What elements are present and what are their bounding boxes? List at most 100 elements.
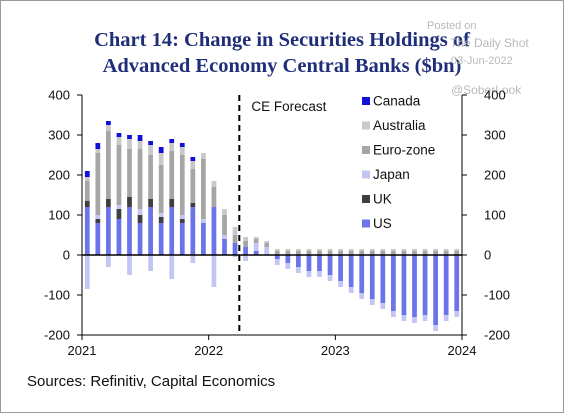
bar-euro-zone-2022-08 [285,251,291,255]
y-tick-label-right: 200 [484,168,506,183]
bar-euro-zone-2021-10 [179,155,185,215]
bar-australia-2023-09 [422,249,428,251]
bar-euro-zone-2022-09 [296,251,301,255]
bar-australia-2023-03 [359,249,365,251]
bar-uk-2021-02 [95,219,101,223]
bar-japan-2021-08 [158,213,164,217]
bar-us-2022-05 [253,251,259,255]
y-tick-label-left: -100 [44,288,70,303]
bar-japan-2022-11 [317,271,322,277]
bar-australia-2023-10 [433,249,438,251]
bar-japan-2021-10 [179,215,185,219]
bar-uk-2021-07 [148,199,153,207]
bar-japan-2022-05 [253,243,259,251]
bar-australia-2022-01 [211,181,217,187]
bar-australia-2021-07 [148,145,153,155]
legend-label-us: US [373,216,392,231]
legend-swatch-uk [362,195,370,203]
bar-uk-2021-10 [179,219,185,223]
bar-us-2023-09 [422,255,428,315]
bar-euro-zone-2023-02 [348,251,354,255]
forecast-annotation: CE Forecast [251,99,326,114]
bar-us-2021-10 [179,223,185,255]
bar-us-2021-07 [148,207,153,255]
bar-euro-zone-2021-04 [116,145,122,205]
bar-us-2021-11 [190,207,196,255]
bar-japan-2023-04 [369,299,375,305]
bar-canada-2021-03 [106,121,111,125]
bar-euro-zone-2023-06 [391,251,396,255]
bar-japan-2021-01 [84,255,90,289]
bar-euro-zone-2021-12 [201,159,206,219]
bar-japan-2023-01 [338,281,343,287]
bar-australia-2023-07 [401,249,407,251]
bar-canada-2021-02 [95,143,101,149]
bar-australia-2022-02 [222,209,227,215]
watermark-date: 03-Jun-2022 [451,55,513,67]
bar-canada-2021-10 [179,143,185,147]
watermark-brand: The Daily Shot [450,36,529,50]
bar-us-2021-01 [84,207,90,255]
bar-japan-2021-06 [137,209,143,215]
bar-us-2023-04 [369,255,375,299]
bar-australia-2022-11 [317,249,322,251]
bar-australia-2023-12 [454,249,460,251]
bar-us-2023-05 [380,255,386,303]
bar-japan-2023-11 [443,315,449,321]
legend-label-japan: Japan [373,167,410,182]
y-tick-label-right: -200 [484,328,510,343]
y-tick-label-right: 0 [484,248,491,263]
bar-euro-zone-2023-10 [433,251,438,255]
bar-euro-zone-2021-09 [169,151,175,199]
bar-us-2023-10 [433,255,438,325]
bar-japan-2023-10 [433,325,438,331]
bar-japan-2022-07 [274,259,280,265]
bar-us-2021-02 [95,223,101,255]
bar-japan-2022-09 [296,267,301,273]
bar-japan-2023-07 [401,315,407,321]
bar-canada-2021-06 [137,135,143,141]
bar-japan-2023-05 [380,303,386,309]
chart-source: Sources: Refinitiv, Capital Economics [27,373,276,390]
bar-australia-2022-03 [232,227,238,235]
bar-australia-2022-10 [306,249,312,251]
bar-euro-zone-2022-10 [306,251,312,255]
bar-canada-2021-08 [158,147,164,153]
bar-us-2023-02 [348,255,354,287]
y-tick-label-left: 200 [48,168,70,183]
watermark-posted-on: Posted on [427,20,477,32]
bar-uk-2021-11 [190,203,196,207]
bar-australia-2021-08 [158,153,164,165]
bar-canada-2021-11 [190,157,196,161]
bar-uk-2021-01 [84,201,90,207]
bar-uk-2021-05 [127,197,132,207]
bar-euro-zone-2022-07 [274,251,280,255]
bar-us-2022-04 [243,247,248,255]
bar-australia-2023-04 [369,249,375,251]
y-tick-label-right: 400 [484,88,506,103]
bar-australia-2021-02 [95,149,101,153]
y-tick-label-left: 0 [63,248,70,263]
legend-swatch-us [362,219,370,228]
bar-euro-zone-2021-03 [106,131,111,199]
bar-australia-2022-09 [296,249,301,251]
bar-us-2022-01 [211,207,217,255]
y-tick-label-right: 100 [484,208,506,223]
legend-swatch-japan [362,170,370,179]
bar-euro-zone-2022-04 [243,241,248,247]
bar-japan-2023-09 [422,315,428,321]
bar-us-2022-02 [222,239,227,255]
bar-euro-zone-2022-05 [253,239,259,243]
bar-australia-2021-06 [137,141,143,149]
bar-us-2022-08 [285,255,291,263]
bar-japan-2021-07 [148,255,153,271]
bar-us-2023-11 [443,255,449,315]
bar-australia-2021-01 [84,177,90,181]
bar-australia-2021-09 [169,143,175,151]
legend-swatch-euro-zone [362,146,370,154]
bar-japan-2021-04 [116,205,122,209]
legend-label-canada: Canada [373,94,421,109]
bar-us-2021-08 [158,223,164,255]
bar-canada-2021-04 [116,133,122,137]
y-tick-label-left: 300 [48,128,70,143]
